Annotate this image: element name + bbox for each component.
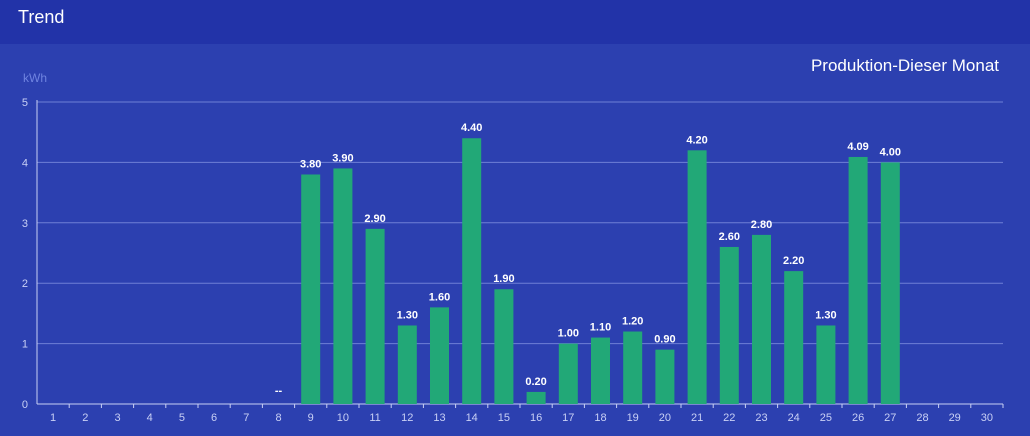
- header-bar: Trend: [0, 0, 1030, 44]
- data-label: 3.90: [332, 152, 353, 164]
- data-label: 3.80: [300, 158, 321, 170]
- data-label: 0.90: [654, 334, 675, 346]
- data-label: 2.80: [751, 219, 772, 231]
- x-tick-label: 11: [369, 412, 380, 424]
- bar: [719, 246, 739, 404]
- bar: [623, 331, 643, 404]
- data-label: 1.00: [558, 328, 579, 340]
- data-label: 4.09: [847, 141, 868, 153]
- bar: [430, 307, 449, 404]
- y-tick-label: 5: [22, 97, 28, 109]
- x-tick-label: 8: [275, 412, 281, 424]
- data-label: 0.20: [525, 376, 546, 388]
- x-tick-label: 21: [691, 412, 703, 424]
- y-tick-label: 3: [22, 218, 28, 230]
- x-tick-label: 20: [659, 412, 671, 424]
- data-label: 4.40: [461, 122, 482, 134]
- x-tick-label: 1: [50, 412, 56, 424]
- bar: [752, 234, 771, 404]
- bar: [365, 228, 385, 404]
- data-label: --: [275, 385, 283, 397]
- bar: [558, 343, 578, 404]
- data-label: 1.90: [493, 273, 514, 285]
- x-tick-label: 10: [337, 412, 349, 424]
- x-tick-label: 26: [852, 412, 864, 424]
- bar: [880, 162, 900, 404]
- bar: [462, 138, 482, 405]
- page-title: Trend: [18, 7, 65, 27]
- x-tick-label: 13: [433, 412, 445, 424]
- data-label: 1.60: [429, 291, 450, 303]
- x-tick-label: 30: [981, 412, 993, 424]
- chart-title: Produktion-Dieser Monat: [810, 56, 999, 75]
- data-label: 2.90: [364, 213, 385, 225]
- y-tick-label: 4: [22, 157, 28, 169]
- y-tick-label: 2: [22, 278, 28, 290]
- data-label: 4.20: [686, 134, 707, 146]
- bar: [687, 150, 707, 404]
- bar: [301, 174, 321, 404]
- data-label: 1.10: [590, 322, 611, 334]
- x-tick-label: 3: [114, 412, 120, 424]
- data-label: 2.20: [783, 255, 804, 267]
- bar: [591, 337, 610, 404]
- x-tick-label: 27: [884, 412, 896, 424]
- data-label: 4.00: [880, 146, 901, 158]
- bar: [526, 391, 546, 404]
- x-tick-label: 7: [243, 412, 249, 424]
- x-tick-label: 12: [401, 412, 413, 424]
- x-tick-label: 25: [820, 412, 832, 424]
- x-tick-label: 9: [308, 412, 314, 424]
- data-label: 1.20: [622, 316, 643, 328]
- x-tick-label: 24: [788, 412, 800, 424]
- x-tick-label: 6: [211, 412, 217, 424]
- x-tick-label: 16: [530, 412, 542, 424]
- x-tick-label: 2: [82, 412, 88, 424]
- bar: [494, 289, 514, 404]
- data-label: 1.30: [815, 309, 836, 321]
- x-tick-label: 17: [562, 412, 574, 424]
- x-tick-label: 29: [949, 412, 961, 424]
- bar: [333, 168, 353, 404]
- y-tick-label: 0: [22, 399, 28, 411]
- bar: [784, 271, 804, 404]
- y-axis-unit-label: kWh: [23, 71, 47, 85]
- x-tick-label: 14: [466, 412, 478, 424]
- data-label: 1.30: [397, 309, 418, 321]
- x-tick-label: 18: [594, 412, 606, 424]
- y-tick-label: 1: [22, 339, 28, 351]
- x-tick-label: 4: [147, 412, 153, 424]
- bar: [848, 156, 868, 404]
- x-tick-label: 5: [179, 412, 185, 424]
- bar: [655, 349, 675, 404]
- x-tick-label: 23: [755, 412, 767, 424]
- x-tick-label: 19: [627, 412, 639, 424]
- x-tick-label: 28: [916, 412, 928, 424]
- bar: [397, 325, 417, 404]
- bar: [816, 325, 836, 404]
- x-tick-label: 15: [498, 412, 510, 424]
- data-label: 2.60: [719, 231, 740, 243]
- x-tick-label: 22: [723, 412, 735, 424]
